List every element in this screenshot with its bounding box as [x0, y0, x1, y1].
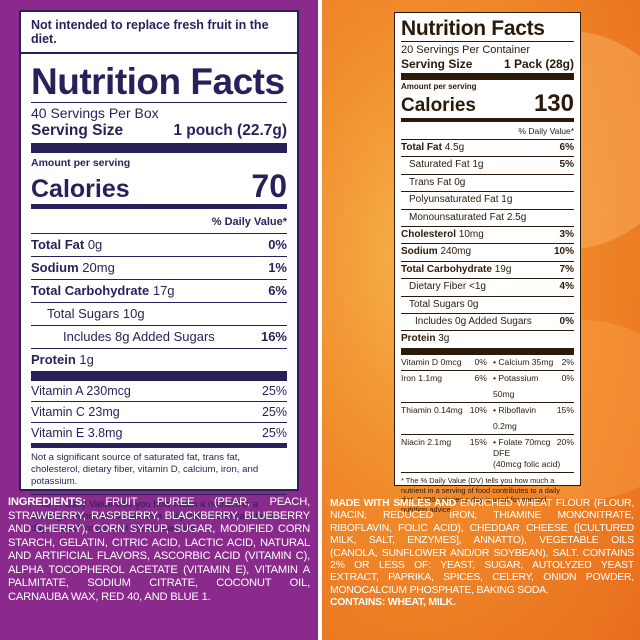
left-amount-per-serving: Amount per serving	[31, 157, 131, 169]
right-row-trans-fat: Trans Fat 0g	[401, 175, 574, 193]
left-ingredients: INGREDIENTS: FRUIT PUREE (PEAR, PEACH, S…	[8, 496, 310, 604]
left-serving-size: Serving Size 1 pouch (22.7g)	[31, 121, 287, 141]
right-row-protein: Protein 3g	[401, 333, 450, 345]
left-vitamin-a: Vitamin A 230mcg 25%	[31, 381, 287, 402]
right-title: Nutrition Facts	[401, 17, 545, 40]
left-calories-value: 70	[251, 168, 287, 204]
left-row-total-sugars: Total Sugars 10g	[31, 303, 287, 326]
right-row-total-carb: Total Carbohydrate 19g 7%	[401, 262, 574, 280]
right-row-total-fat: Total Fat 4.5g 6%	[401, 140, 574, 158]
left-footnote-significant: Not a significant source of saturated fa…	[31, 448, 287, 495]
panel-divider	[318, 0, 322, 640]
right-amount-per-serving: Amount per serving	[401, 82, 477, 91]
right-vitamin-row: Vitamin D 0mcg 0% • Calcium 35mg 2%	[401, 355, 574, 372]
left-row-total-carb: Total Carbohydrate 17g 6%	[31, 280, 287, 303]
left-footnote-daily-value: *The % Daily Value tells you how much a …	[31, 499, 276, 534]
left-vitamin-c: Vitamin C 23mg 25%	[31, 402, 287, 423]
left-row-protein: Protein 1g	[31, 352, 94, 367]
right-row-cholesterol: Cholesterol 10mg 3%	[401, 227, 574, 245]
right-vitamin-row: Thiamin 0.14mg 10% • Riboflavin 0.2mg 15%	[401, 403, 574, 436]
right-row-total-sugars: Total Sugars 0g	[401, 297, 574, 315]
left-title: Nutrition Facts	[31, 61, 285, 102]
right-product-panel: Nutrition Facts 20 Servings Per Containe…	[322, 0, 640, 640]
left-row-sodium: Sodium 20mg 1%	[31, 257, 287, 280]
right-row-poly-fat: Polyunsaturated Fat 1g	[401, 192, 574, 210]
left-calories-row: Calories 70	[31, 170, 287, 202]
right-vitamin-grid: Vitamin D 0mcg 0% • Calcium 35mg 2% Iron 1…	[401, 355, 574, 474]
right-row-added-sugars: Includes 0g Added Sugars 0%	[401, 314, 574, 332]
left-row-total-fat: Total Fat 0g 0%	[31, 234, 287, 257]
left-warning-text: Not intended to replace fresh fruit in t…	[21, 12, 297, 54]
left-ingredients-label: INGREDIENTS:	[8, 496, 86, 508]
left-serving-size-value: 1 pouch (22.7g)	[173, 122, 287, 139]
right-row-saturated-fat: Saturated Fat 1g 5%	[401, 157, 574, 175]
left-servings: 40 Servings Per Box	[31, 105, 159, 121]
right-ingredients: MADE WITH SMILES AND ENRICHED WHEAT FLOU…	[330, 498, 634, 610]
right-row-sodium: Sodium 240mg 10%	[401, 244, 574, 262]
right-row-dietary-fiber: Dietary Fiber <1g 4%	[401, 279, 574, 297]
left-row-added-sugars: Includes 8g Added Sugars 16%	[31, 326, 287, 349]
right-ingredients-label: MADE WITH SMILES AND	[330, 498, 457, 509]
right-contains: CONTAINS: WHEAT, MILK.	[330, 597, 456, 609]
right-servings: 20 Servings Per Container	[401, 44, 531, 56]
left-calories-label: Calories	[31, 175, 130, 203]
right-serving-size: Serving Size 1 Pack (28g)	[401, 57, 574, 71]
right-row-mono-fat: Monounsaturated Fat 2.5g	[401, 210, 574, 228]
right-vitamin-row: Niacin 2.1mg 15% • Folate 70mcg DFE 20% (4…	[401, 435, 574, 474]
left-vitamin-e: Vitamin E 3.8mg 25%	[31, 426, 287, 440]
right-footnote: * The % Daily Value (DV) tells you how m…	[401, 476, 560, 514]
left-ingredients-text: FRUIT PUREE (PEAR, PEACH, STRAWBERRY, RA…	[8, 496, 310, 603]
left-product-panel: Not intended to replace fresh fruit in t…	[0, 0, 318, 640]
right-ingredients-text: ENRICHED WHEAT FLOUR (FLOUR, NIACIN, RED…	[330, 498, 635, 596]
left-dv-header: % Daily Value*	[211, 216, 287, 228]
left-nutrition-label: Not intended to replace fresh fruit in t…	[19, 10, 299, 534]
right-vitamin-row: Iron 1.1mg 6% • Potassium 50mg 0%	[401, 371, 574, 404]
right-nutrition-label: Nutrition Facts 20 Servings Per Containe…	[394, 12, 581, 514]
right-dv-header: % Daily Value*	[518, 126, 574, 136]
left-serving-size-label: Serving Size	[31, 122, 124, 139]
right-calories-row: Calories 130	[401, 90, 574, 117]
